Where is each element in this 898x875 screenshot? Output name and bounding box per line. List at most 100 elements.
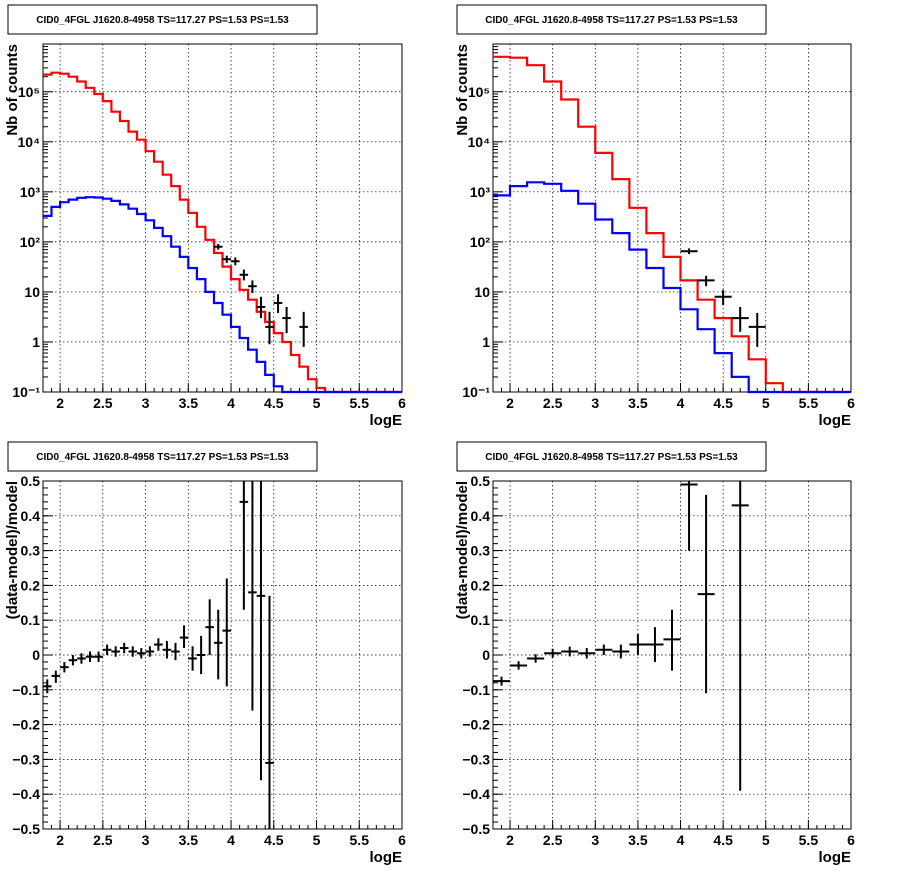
data-point — [102, 644, 112, 655]
x-tick-label: 3.5 — [179, 832, 199, 848]
pad-residuals-right: CID0_4FGL J1620.8-4958 TS=117.27 PS=1.53… — [454, 441, 855, 866]
x-tick-label: 2 — [506, 395, 514, 411]
y-tick-label: 0.2 — [471, 577, 491, 593]
y-tick-label: 0.3 — [471, 543, 491, 559]
x-tick-label: 3.5 — [179, 395, 199, 411]
x-tick-label: 5 — [762, 395, 770, 411]
chart-title: CID0_4FGL J1620.8-4958 TS=117.27 PS=1.53… — [36, 15, 289, 26]
data-point — [265, 311, 274, 345]
y-tick-label: −0.1 — [12, 682, 40, 698]
y-tick-label: 10⁻¹ — [462, 384, 490, 400]
y-tick-label: 10 — [24, 284, 40, 300]
data-point — [561, 646, 579, 657]
x-tick-label: 2.5 — [543, 395, 563, 411]
x-tick-label: 6 — [847, 395, 855, 411]
title-box — [7, 441, 318, 472]
data-point — [256, 481, 266, 781]
data-point — [680, 481, 698, 551]
data-point — [162, 641, 172, 659]
title-box — [456, 4, 767, 35]
data-point — [527, 654, 545, 663]
title-box — [456, 441, 767, 472]
y-axis-label: (data-model)/model — [4, 481, 21, 619]
x-tick-label: 5 — [762, 832, 770, 848]
title-box — [7, 4, 318, 35]
x-tick-label: 2 — [56, 832, 64, 848]
x-tick-label: 2.5 — [93, 395, 113, 411]
data-point — [179, 625, 189, 649]
data-point — [748, 312, 766, 347]
y-tick-label: 10⁻¹ — [12, 384, 40, 400]
chart-title: CID0_4FGL J1620.8-4958 TS=117.27 PS=1.53… — [36, 452, 289, 463]
data-point — [111, 646, 120, 657]
data-point — [68, 655, 78, 666]
x-tick-label: 3.5 — [628, 832, 648, 848]
x-tick-label: 5.5 — [350, 832, 370, 848]
y-tick-label: 10² — [470, 234, 491, 250]
data-point — [154, 638, 163, 651]
data-point — [544, 648, 562, 658]
x-tick-label: 3 — [591, 395, 599, 411]
chart-title: CID0_4FGL J1620.8-4958 TS=117.27 PS=1.53… — [485, 452, 738, 463]
pad-counts-right: CID0_4FGL J1620.8-4958 TS=117.27 PS=1.53… — [454, 4, 855, 429]
x-tick-label: 5.5 — [350, 395, 370, 411]
data-point — [213, 243, 223, 250]
data-point — [629, 634, 647, 655]
data-point — [205, 599, 214, 655]
data-point — [43, 679, 52, 694]
y-tick-label: 10⁵ — [468, 84, 490, 100]
x-tick-label: 2.5 — [543, 832, 563, 848]
data-point — [697, 494, 715, 694]
y-tick-label: 10³ — [20, 184, 41, 200]
data-point — [612, 644, 630, 659]
y-tick-label: 0 — [32, 647, 40, 663]
data-point — [697, 275, 715, 287]
plot-frame — [42, 43, 403, 393]
x-axis-label: logE — [819, 412, 852, 429]
x-axis-label: logE — [819, 849, 852, 866]
x-tick-label: 6 — [847, 832, 855, 848]
data-point — [51, 670, 61, 683]
x-tick-label: 5.5 — [799, 832, 819, 848]
data-point — [731, 481, 749, 791]
model-total-step — [493, 55, 851, 394]
y-axis-label: Nb of counts — [4, 44, 21, 136]
y-tick-label: 0 — [482, 647, 490, 663]
data-point — [714, 289, 732, 305]
data-point — [578, 648, 596, 659]
data-point — [510, 661, 528, 670]
y-tick-label: 10³ — [470, 184, 491, 200]
data-point — [188, 646, 197, 671]
x-tick-label: 5.5 — [799, 395, 819, 411]
chart-title: CID0_4FGL J1620.8-4958 TS=117.27 PS=1.53… — [485, 15, 738, 26]
y-tick-label: 10⁴ — [468, 134, 491, 150]
x-tick-label: 3 — [142, 832, 150, 848]
y-tick-label: −0.2 — [462, 717, 490, 733]
x-tick-label: 3 — [591, 832, 599, 848]
data-point — [60, 661, 69, 673]
data-point — [265, 595, 274, 829]
data-point — [299, 311, 308, 347]
data-point — [85, 651, 95, 662]
pad-counts-left: CID0_4FGL J1620.8-4958 TS=117.27 PS=1.53… — [4, 4, 406, 429]
data-point — [128, 646, 138, 657]
data-point — [248, 280, 257, 294]
y-tick-label: 10² — [20, 234, 41, 250]
y-tick-label: 0.5 — [21, 473, 41, 489]
y-tick-label: 0.2 — [21, 577, 41, 593]
y-tick-label: 0.3 — [21, 543, 41, 559]
data-point — [493, 676, 511, 686]
x-tick-label: 4.5 — [713, 832, 733, 848]
y-tick-label: −0.3 — [12, 751, 40, 767]
y-tick-label: 0.1 — [21, 612, 41, 628]
model-total-step — [43, 71, 402, 394]
data-point — [248, 481, 257, 711]
data-point — [77, 653, 86, 664]
y-axis-label: (data-model)/model — [454, 481, 471, 619]
model-source-step — [43, 196, 402, 394]
data-point — [663, 609, 681, 671]
pad-residuals-left: CID0_4FGL J1620.8-4958 TS=117.27 PS=1.53… — [4, 441, 406, 866]
y-tick-label: 0.5 — [471, 473, 491, 489]
data-point — [222, 578, 232, 687]
data-point — [171, 642, 180, 661]
